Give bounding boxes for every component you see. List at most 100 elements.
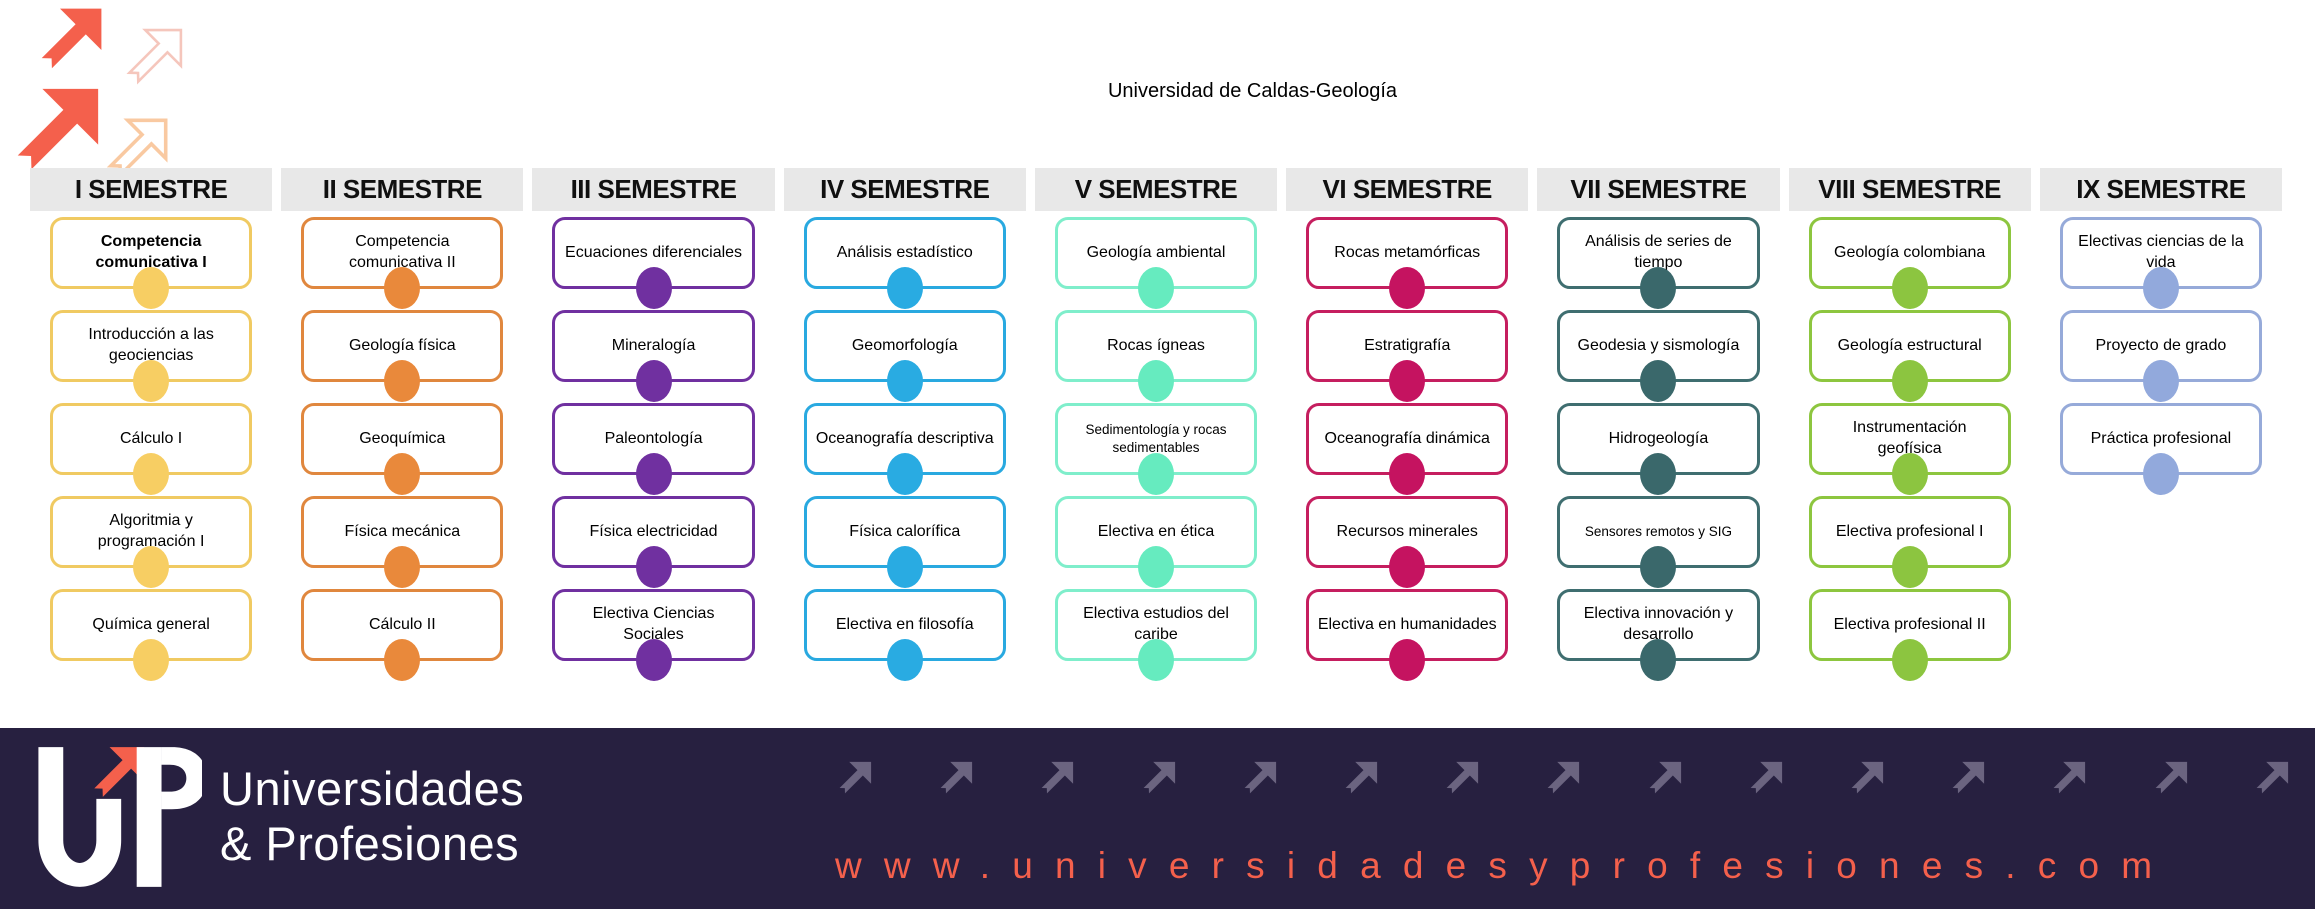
connector-node-circle [384, 453, 421, 495]
course-name: Introducción a las geociencias [88, 326, 214, 364]
up-right-arrow-icon [17, 88, 99, 170]
up-right-arrow-outline-icon [126, 28, 183, 85]
course-name: Instrumentación geofísica [1852, 419, 1967, 457]
course-box: Ecuaciones diferenciales [552, 217, 755, 309]
course-box: Geomorfología [803, 310, 1006, 402]
course-name: Rocas ígneas [1107, 336, 1205, 354]
connector-node-circle [1389, 546, 1426, 588]
footer-banner: Universidades & Profesiones www.universi… [0, 728, 2315, 909]
course-list: Geología ambiental Rocas ígneas Sedimentol… [1035, 211, 1277, 681]
course-name: Electiva en humanidades [1317, 615, 1497, 633]
course-box: Química general [50, 589, 253, 681]
semester-header: IV SEMESTRE [783, 168, 1026, 211]
connector-node-circle [1137, 360, 1174, 402]
brand-logo: Universidades & Profesiones [30, 742, 524, 892]
up-right-arrow-icon [2252, 760, 2290, 798]
course-list: Ecuaciones diferenciales Mineralogía Paleo… [532, 211, 774, 681]
course-box: Física electricidad [552, 496, 755, 588]
course-name: Algoritmia y programación I [97, 512, 205, 550]
semester-column: III SEMESTRE Ecuaciones diferenciales Min… [532, 168, 775, 682]
semester-header: VII SEMESTRE [1537, 168, 1780, 211]
connector-node-circle [635, 360, 672, 402]
course-name: Geodesia y sismología [1577, 336, 1740, 354]
connector-node-circle [384, 546, 421, 588]
course-name: Electiva profesional I [1835, 522, 1984, 540]
course-box: Geodesia y sismología [1557, 310, 1760, 402]
course-box: Recursos minerales [1306, 496, 1509, 588]
up-right-arrow-icon [1948, 760, 1986, 798]
semester-grid: I SEMESTRE Competencia comunicativa I Int… [30, 168, 2282, 682]
course-box: Estratigrafía [1306, 310, 1509, 402]
page-title: Universidad de Caldas-Geología [1107, 80, 1398, 102]
course-name: Electiva Ciencias Sociales [592, 605, 715, 643]
course-name: Recursos minerales [1336, 522, 1478, 540]
course-box: Física mecánica [301, 496, 504, 588]
connector-node-circle [1640, 453, 1677, 495]
course-name: Electiva estudios del caribe [1083, 605, 1229, 643]
course-name: Mineralogía [611, 336, 696, 354]
semester-header: IX SEMESTRE [2039, 168, 2282, 211]
up-right-arrow-icon [2151, 760, 2189, 798]
course-name: Ecuaciones diferenciales [565, 243, 743, 261]
connector-node-circle [886, 546, 923, 588]
course-box: Rocas metamórficas [1306, 217, 1509, 309]
course-box: Geología física [301, 310, 504, 402]
brand-name: Universidades & Profesiones [220, 762, 524, 871]
connector-node-circle [1137, 546, 1174, 588]
semester-header: III SEMESTRE [532, 168, 775, 211]
course-name: Física electricidad [589, 522, 718, 540]
up-right-arrow-icon [1847, 760, 1885, 798]
up-right-arrow-icon [1746, 760, 1784, 798]
course-name: Geomorfología [851, 336, 958, 354]
connector-node-circle [1891, 267, 1928, 309]
course-box: Oceanografía descriptiva [803, 403, 1006, 495]
connector-node-circle [1891, 360, 1928, 402]
course-box: Oceanografía dinámica [1306, 403, 1509, 495]
course-list: Geología colombiana Geología estructural I… [1789, 211, 2031, 681]
course-name: Electivas ciencias de la vida [2078, 233, 2244, 271]
connector-node-circle [886, 453, 923, 495]
up-right-arrow-icon [1139, 760, 1177, 798]
course-name: Química general [92, 615, 210, 633]
course-box: Electiva en ética [1054, 496, 1258, 588]
connector-node-circle [384, 360, 421, 402]
course-name: Geología colombiana [1834, 243, 1986, 261]
course-box: Electiva en humanidades [1306, 589, 1509, 681]
up-right-arrow-icon [2049, 760, 2087, 798]
semester-column: IX SEMESTRE Electivas ciencias de la vid… [2039, 168, 2282, 682]
course-box: Introducción a las geociencias [50, 310, 253, 402]
course-name: Electiva en filosofía [835, 615, 974, 633]
connector-node-circle [886, 639, 923, 681]
course-name: Cálculo I [119, 429, 183, 447]
course-name: Sensores remotos y SIG [1584, 524, 1732, 540]
connector-node-circle [1389, 360, 1426, 402]
course-box: Algoritmia y programación I [50, 496, 253, 588]
course-box: Rocas ígneas [1054, 310, 1258, 402]
course-list: Análisis de series de tiempo Geodesia y s… [1537, 211, 1779, 681]
course-list: Competencia comunicativa I Introducción a… [30, 211, 272, 681]
course-name: Electiva innovación y desarrollo [1583, 605, 1734, 643]
semester-column: II SEMESTRE Competencia comunicativa II G… [281, 168, 524, 682]
course-name: Competencia comunicativa II [348, 233, 456, 271]
up-monogram-icon [38, 747, 202, 887]
website-url: www.universidadesyprofesiones.com [835, 845, 2175, 886]
course-name: Geología ambiental [1086, 243, 1226, 261]
connector-node-circle [1891, 546, 1928, 588]
course-box: Mineralogía [552, 310, 755, 402]
semester-column: I SEMESTRE Competencia comunicativa I Int… [30, 168, 273, 682]
semester-column: IV SEMESTRE Análisis estadístico Geomorfo… [783, 168, 1026, 682]
connector-node-circle [133, 267, 170, 309]
connector-node-circle [133, 546, 170, 588]
course-name: Proyecto de grado [2095, 336, 2227, 354]
connector-node-circle [1640, 639, 1677, 681]
brand-line-1: Universidades [220, 762, 525, 816]
up-right-arrow-icon [936, 760, 974, 798]
connector-node-circle [2142, 453, 2179, 495]
course-list: Competencia comunicativa II Geología físi… [281, 211, 523, 681]
connector-node-circle [1640, 360, 1677, 402]
semester-column: V SEMESTRE Geología ambiental Rocas ígnea… [1034, 168, 1278, 682]
course-box: Electiva estudios del caribe [1054, 589, 1258, 681]
banner-right: www.universidadesyprofesiones.com [835, 728, 2290, 909]
connector-node-circle [635, 453, 672, 495]
connector-node-circle [1640, 546, 1677, 588]
